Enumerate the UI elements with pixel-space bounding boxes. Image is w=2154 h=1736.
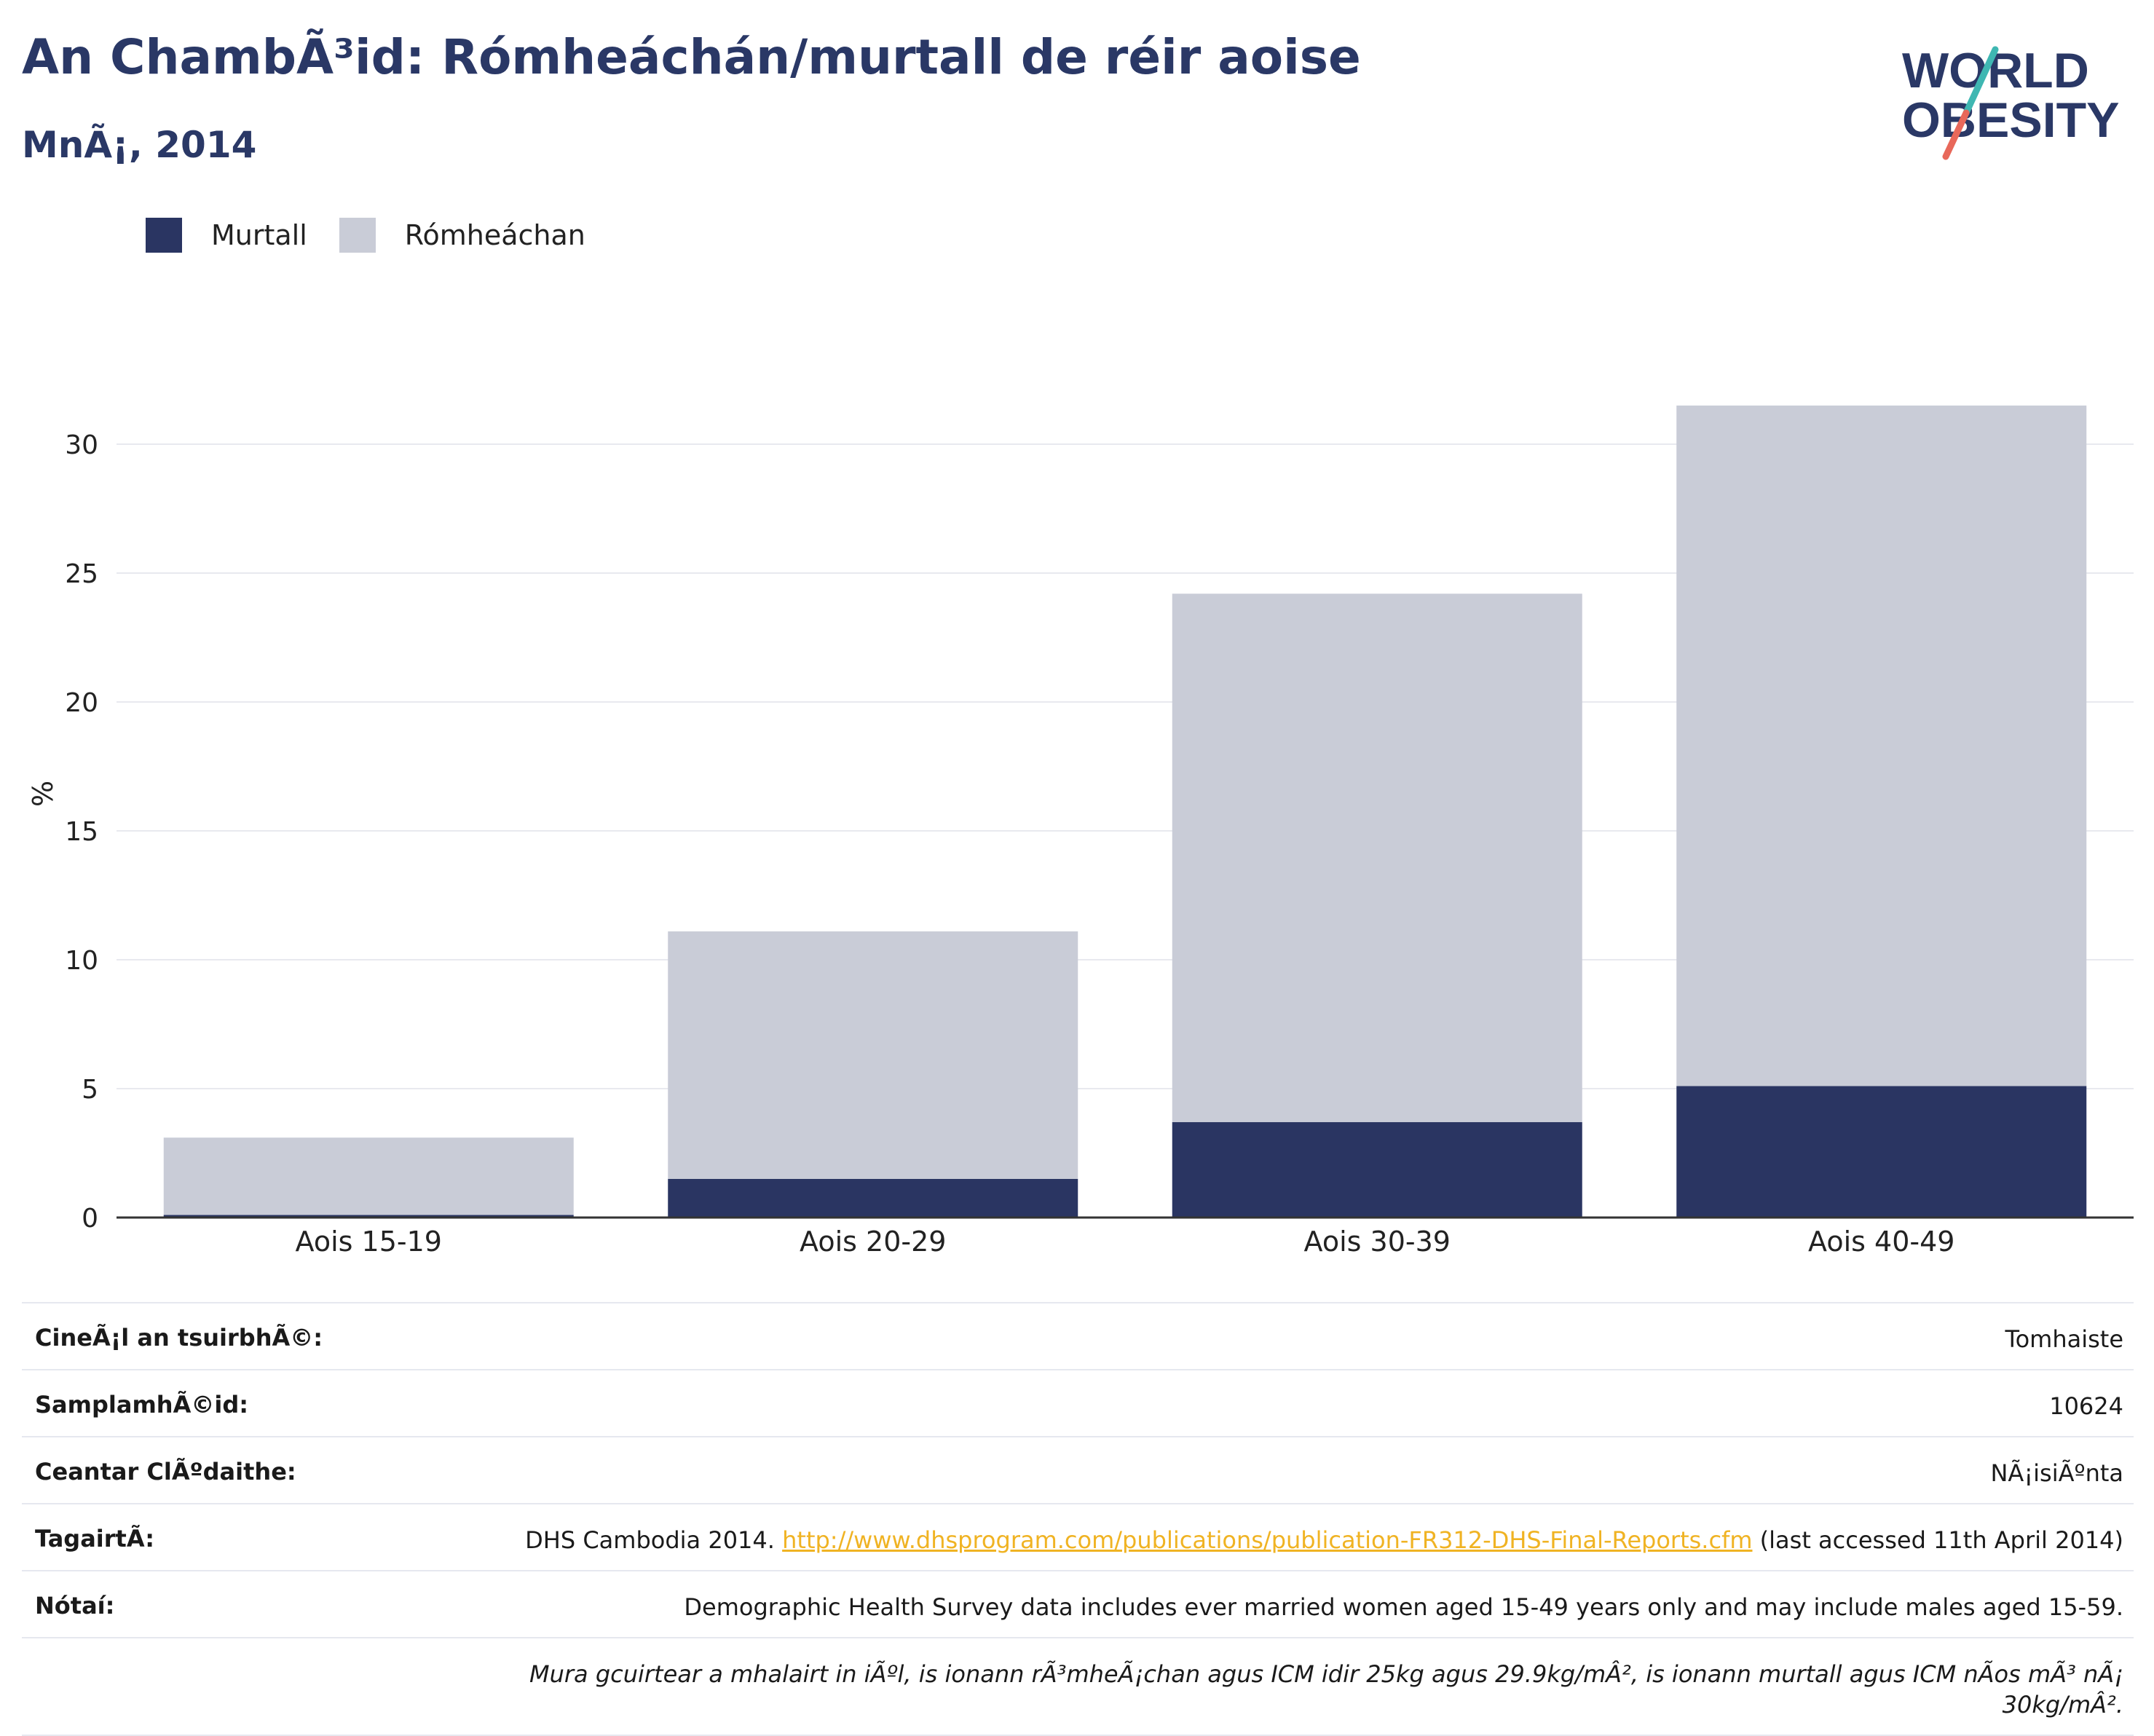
logo-slash-top <box>1962 46 1999 117</box>
legend-item-romheachan[interactable]: Rómheáchan <box>339 218 585 253</box>
info-row-definition: Mura gcuirtear a mhalairt in iÃºl, is io… <box>22 1637 2134 1736</box>
info-row-notes: Nótaí: Demographic Health Survey data in… <box>22 1570 2134 1637</box>
y-tick-label-10: 10 <box>65 946 98 976</box>
legend-label-romheachan: Rómheáchan <box>404 219 585 251</box>
info-value-definition: Mura gcuirtear a mhalairt in iÃºl, is io… <box>529 1660 2123 1719</box>
legend-label-murtall: Murtall <box>211 219 307 251</box>
chart-legend: Murtall Rómheáchan <box>146 217 618 253</box>
y-tick-label-30: 30 <box>65 430 98 460</box>
info-value-area-covered: NÃ¡isiÃºnta <box>1990 1459 2123 1487</box>
y-tick-label-0: 0 <box>82 1204 98 1234</box>
info-row-reference: TagairtÃ: DHS Cambodia 2014. http://www.… <box>22 1503 2134 1570</box>
legend-item-murtall[interactable]: Murtall <box>146 218 307 253</box>
reference-link[interactable]: http://www.dhsprogram.com/publications/p… <box>782 1526 1753 1554</box>
y-tick-label-20: 20 <box>65 688 98 718</box>
x-tick-label-2: Aois 20-29 <box>800 1226 946 1258</box>
bar-romheachan-1 <box>163 1137 574 1215</box>
y-tick-label-5: 5 <box>82 1075 98 1105</box>
info-label-reference: TagairtÃ: <box>35 1525 154 1552</box>
survey-info-table: CineÃ¡l an tsuirbhÃ©: Tomhaiste Samplamh… <box>22 1302 2134 1736</box>
bar-murtall-1 <box>163 1215 574 1218</box>
info-row-survey-type: CineÃ¡l an tsuirbhÃ©: Tomhaiste <box>22 1302 2134 1369</box>
x-tick-label-3: Aois 30-39 <box>1304 1226 1451 1258</box>
info-value-notes: Demographic Health Survey data includes … <box>684 1593 2123 1621</box>
info-row-sample-size: SamplamhÃ©id: 10624 <box>22 1369 2134 1436</box>
bar-murtall-3 <box>1172 1122 1582 1218</box>
legend-swatch-romheachan <box>339 218 376 253</box>
info-label-area-covered: Ceantar ClÃºdaithe: <box>35 1458 296 1486</box>
info-value-sample-size: 10624 <box>2049 1392 2123 1420</box>
info-label-survey-type: CineÃ¡l an tsuirbhÃ©: <box>35 1324 323 1352</box>
x-tick-label-1: Aois 15-19 <box>296 1226 442 1258</box>
logo-slash-bottom <box>1942 109 1970 160</box>
reference-prefix: DHS Cambodia 2014. <box>525 1526 783 1554</box>
y-tick-label-25: 25 <box>65 559 98 589</box>
info-row-area-covered: Ceantar ClÃºdaithe: NÃ¡isiÃºnta <box>22 1436 2134 1503</box>
info-value-reference: DHS Cambodia 2014. http://www.dhsprogram… <box>525 1525 2123 1555</box>
reference-suffix: (last accessed 11th April 2014) <box>1752 1526 2123 1554</box>
y-tick-label-15: 15 <box>65 817 98 847</box>
stacked-bar-chart: 0 5 10 15 20 25 30% Aois 15-19 Aois 20-29 Aois 30… <box>27 405 2134 1258</box>
info-label-sample-size: SamplamhÃ©id: <box>35 1391 249 1419</box>
bar-romheachan-2 <box>668 931 1078 1179</box>
bar-romheachan-3 <box>1172 593 1582 1123</box>
bar-romheachan-4 <box>1676 405 2087 1086</box>
bar-murtall-4 <box>1676 1086 2087 1218</box>
x-tick-label-4: Aois 40-49 <box>1808 1226 1954 1258</box>
legend-swatch-murtall <box>146 218 182 253</box>
page-subtitle: MnÃ¡, 2014 <box>22 124 257 166</box>
y-axis-label: % <box>27 781 59 807</box>
info-value-survey-type: Tomhaiste <box>2005 1325 2123 1353</box>
bar-murtall-2 <box>668 1178 1078 1218</box>
info-label-notes: Nótaí: <box>35 1592 115 1619</box>
world-obesity-logo: WORLD OBESITY <box>1902 43 2120 160</box>
page-title: An ChambÃ³id: Rómheáchán/murtall de réir… <box>22 29 1361 85</box>
logo-word-obesity: OBESITY <box>1902 92 2120 148</box>
